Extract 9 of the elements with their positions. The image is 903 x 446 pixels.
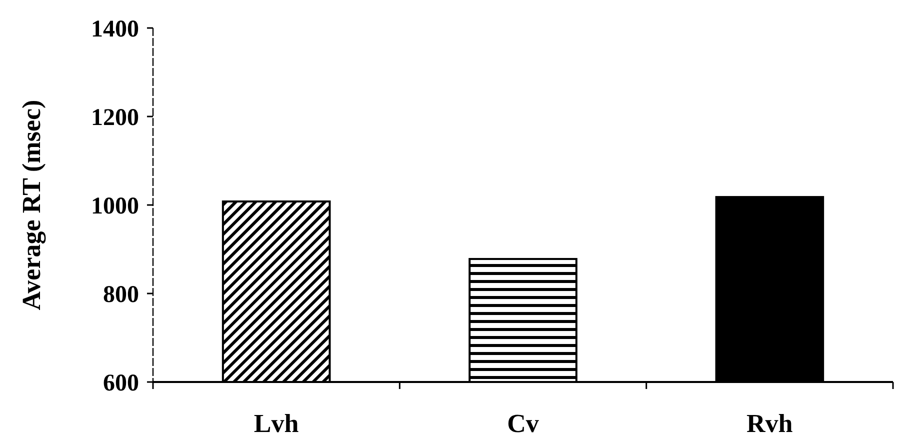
y-axis-title: Average RT (msec) bbox=[17, 100, 46, 310]
y-tick-label: 800 bbox=[103, 282, 139, 308]
y-tick-label: 1400 bbox=[91, 16, 139, 42]
y-tick-label: 1000 bbox=[91, 193, 139, 220]
x-tick-label: Rvh bbox=[746, 409, 794, 438]
y-tick-label: 600 bbox=[103, 370, 139, 396]
y-tick-label: 1200 bbox=[91, 104, 139, 131]
x-tick-label: Lvh bbox=[254, 409, 300, 438]
x-tick-label: Cv bbox=[507, 409, 539, 438]
